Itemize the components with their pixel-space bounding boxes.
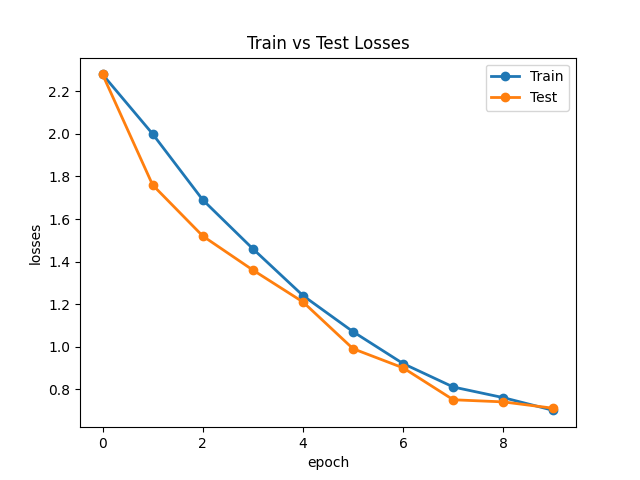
Y-axis label: losses: losses <box>29 221 43 264</box>
Train <box>449 384 457 390</box>
Line: Test: Test <box>99 70 557 412</box>
Train <box>249 246 257 252</box>
Test <box>149 182 157 188</box>
Test <box>249 267 257 273</box>
Train <box>199 197 207 203</box>
Test <box>299 299 307 305</box>
Train <box>550 408 557 413</box>
Test <box>99 72 106 77</box>
Train <box>299 293 307 299</box>
Line: Train: Train <box>99 70 557 415</box>
Test <box>349 346 357 352</box>
Test <box>199 233 207 239</box>
Test <box>449 397 457 403</box>
Title: Train vs Test Losses: Train vs Test Losses <box>246 35 410 53</box>
Test <box>399 365 407 371</box>
Test <box>550 406 557 411</box>
Legend: Train, Test: Train, Test <box>486 64 569 110</box>
Train <box>99 72 106 77</box>
Train <box>399 361 407 367</box>
Train <box>349 329 357 335</box>
Test <box>499 399 507 405</box>
Train <box>499 395 507 400</box>
X-axis label: epoch: epoch <box>307 456 349 470</box>
Train <box>149 131 157 137</box>
